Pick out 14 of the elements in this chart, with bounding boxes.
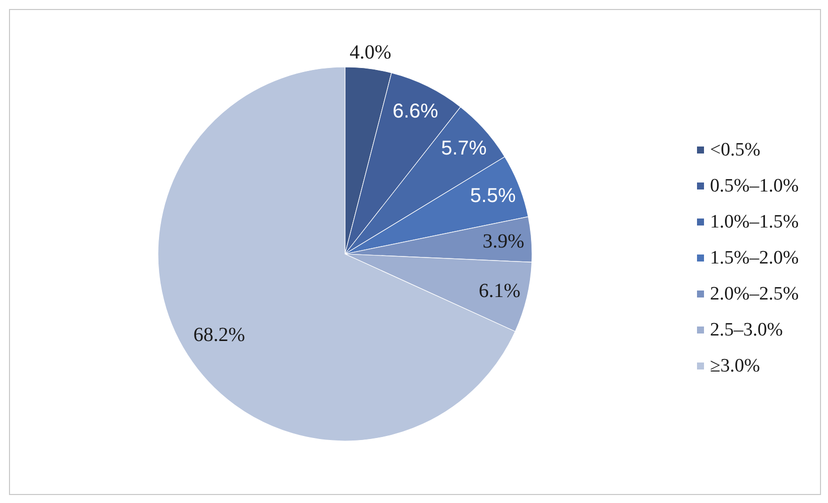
data-label: 5.7% (441, 138, 487, 160)
data-label: 6.6% (392, 100, 438, 122)
data-label: 4.0% (350, 42, 392, 64)
data-label: 3.9% (482, 230, 524, 253)
data-label: 68.2% (193, 324, 246, 346)
legend-label: 0.5%–1.0% (710, 176, 799, 196)
legend-label: 1.5%–2.0% (710, 248, 799, 268)
legend-label: 2.5–3.0% (710, 320, 783, 340)
data-label: 6.1% (478, 280, 520, 302)
legend-label: <0.5% (710, 140, 760, 160)
legend-label: 2.0%–2.5% (710, 284, 799, 304)
legend-label: ≥3.0% (710, 356, 760, 376)
legend-label: 1.0%–1.5% (710, 212, 799, 232)
data-label: 5.5% (470, 184, 516, 207)
